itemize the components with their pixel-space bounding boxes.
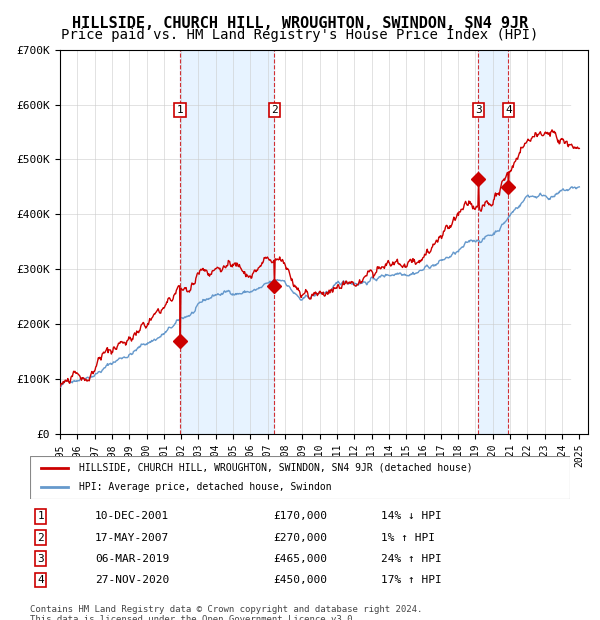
Text: 24% ↑ HPI: 24% ↑ HPI bbox=[381, 554, 442, 564]
Text: Contains HM Land Registry data © Crown copyright and database right 2024.
This d: Contains HM Land Registry data © Crown c… bbox=[30, 604, 422, 620]
Text: 3: 3 bbox=[37, 554, 44, 564]
FancyBboxPatch shape bbox=[30, 456, 570, 499]
Text: HILLSIDE, CHURCH HILL, WROUGHTON, SWINDON, SN4 9JR (detached house): HILLSIDE, CHURCH HILL, WROUGHTON, SWINDO… bbox=[79, 463, 472, 473]
Text: 1: 1 bbox=[176, 105, 184, 115]
Text: £450,000: £450,000 bbox=[273, 575, 327, 585]
Text: 3: 3 bbox=[475, 105, 482, 115]
Text: 27-NOV-2020: 27-NOV-2020 bbox=[95, 575, 169, 585]
Text: £170,000: £170,000 bbox=[273, 512, 327, 521]
Text: 17% ↑ HPI: 17% ↑ HPI bbox=[381, 575, 442, 585]
Bar bbox=[571, 50, 588, 434]
Text: £465,000: £465,000 bbox=[273, 554, 327, 564]
Text: 2: 2 bbox=[271, 105, 278, 115]
Text: 4: 4 bbox=[505, 105, 512, 115]
Text: 2: 2 bbox=[37, 533, 44, 542]
Text: 14% ↓ HPI: 14% ↓ HPI bbox=[381, 512, 442, 521]
Bar bbox=[180, 50, 274, 434]
Text: 17-MAY-2007: 17-MAY-2007 bbox=[95, 533, 169, 542]
Text: HILLSIDE, CHURCH HILL, WROUGHTON, SWINDON, SN4 9JR: HILLSIDE, CHURCH HILL, WROUGHTON, SWINDO… bbox=[72, 16, 528, 30]
Text: 1% ↑ HPI: 1% ↑ HPI bbox=[381, 533, 435, 542]
Text: 10-DEC-2001: 10-DEC-2001 bbox=[95, 512, 169, 521]
Text: Price paid vs. HM Land Registry's House Price Index (HPI): Price paid vs. HM Land Registry's House … bbox=[61, 28, 539, 42]
Text: 06-MAR-2019: 06-MAR-2019 bbox=[95, 554, 169, 564]
Text: £270,000: £270,000 bbox=[273, 533, 327, 542]
Text: 1: 1 bbox=[37, 512, 44, 521]
Bar bbox=[478, 50, 508, 434]
Text: 4: 4 bbox=[37, 575, 44, 585]
Text: HPI: Average price, detached house, Swindon: HPI: Average price, detached house, Swin… bbox=[79, 482, 331, 492]
